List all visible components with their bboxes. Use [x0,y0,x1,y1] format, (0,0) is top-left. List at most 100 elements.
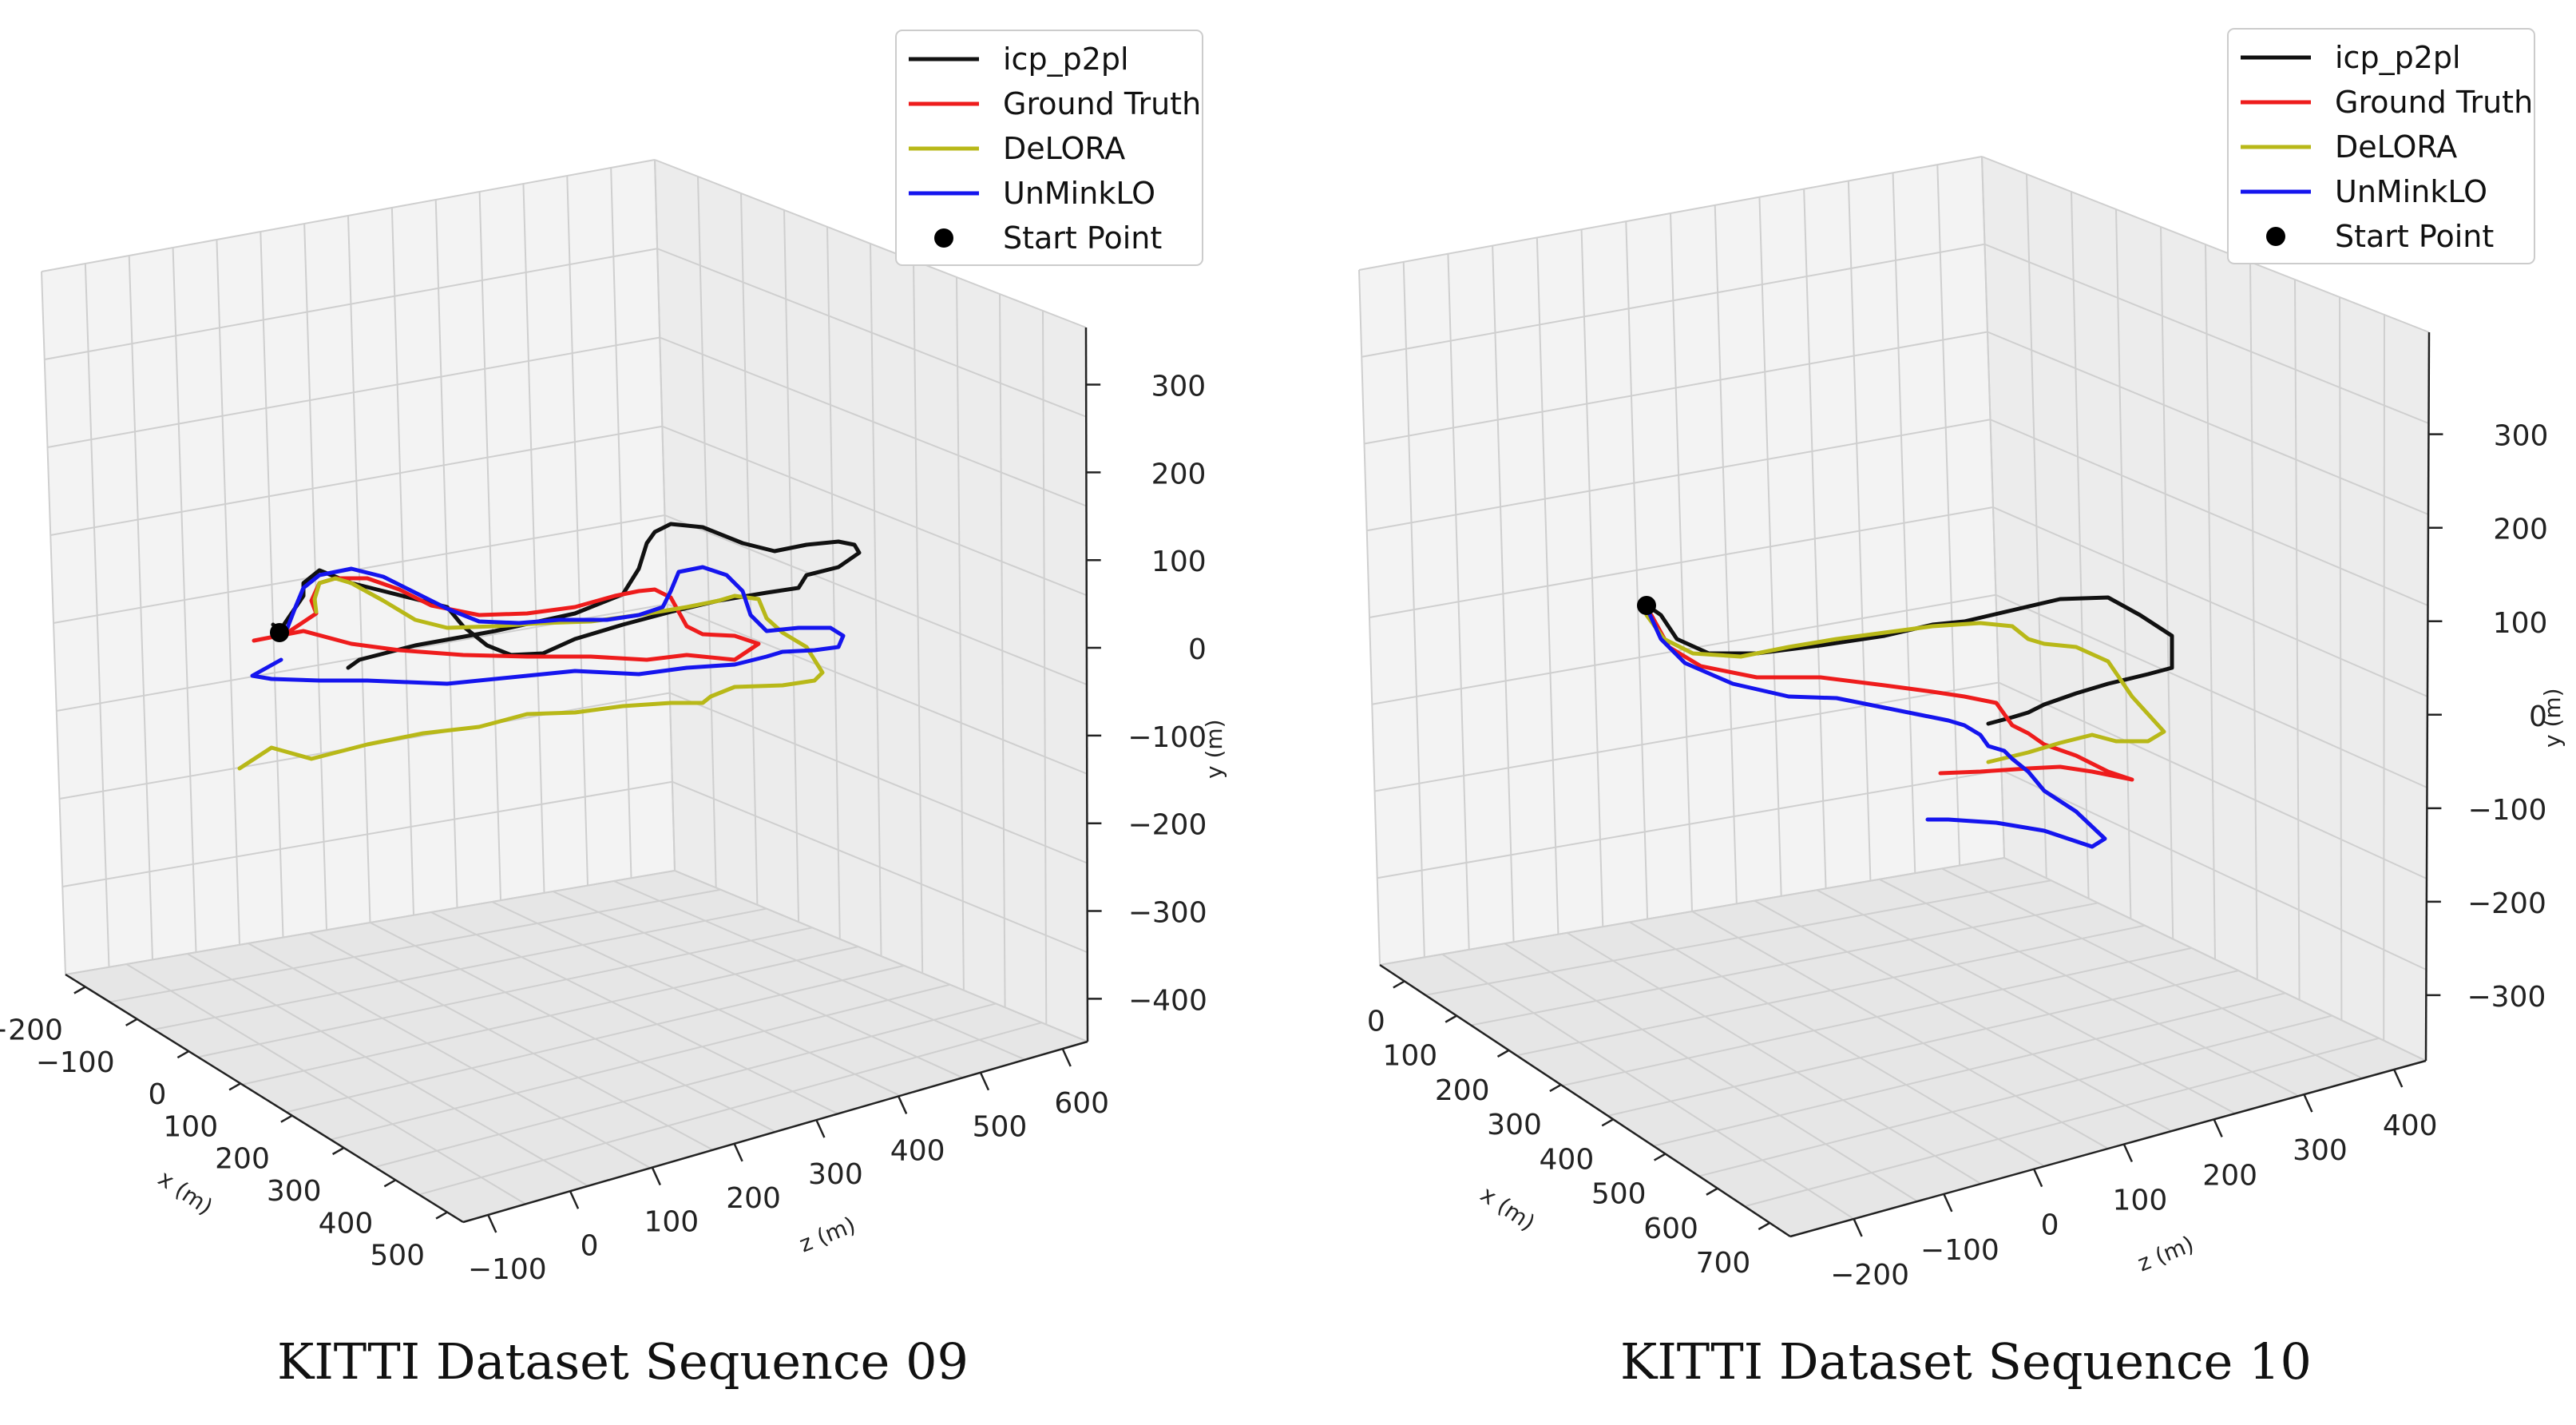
x-tick [176,1050,190,1059]
legend-marker [2266,227,2285,246]
gridline [430,911,838,1115]
gridline [1607,970,2239,1117]
gridline [308,932,714,1151]
z-tick [2032,1169,2043,1188]
legend: icp_p2pl Ground Truth DeLORA UnMinkLO Start … [895,30,1203,266]
y-tick-label: 300 [1151,371,1206,403]
axes [65,327,1089,1224]
x-tick [331,1146,345,1156]
y-tick-label: 300 [2494,420,2549,453]
legend-label: icp_p2pl [1003,42,1129,77]
y-tick-label: −300 [2467,981,2546,1014]
z-tick-label: 300 [2293,1134,2348,1167]
gridlines [41,159,1088,1223]
panel-caption: KITTI Dataset Sequence 10 [1620,1332,2312,1391]
gridline [375,1002,997,1169]
z-tick-label: 200 [726,1182,781,1215]
x-tick-label: 300 [1487,1109,1542,1141]
z-tick-label: 500 [973,1111,1028,1144]
gridline [1361,243,1985,358]
y-tick-label: −400 [1128,984,1207,1017]
z-tick-label: −100 [1920,1234,1999,1267]
legend-label: Start Point [1003,220,1162,256]
gridline [1567,931,1982,1185]
x-tick [1706,1187,1718,1196]
gridline [44,248,658,360]
gridline [552,891,964,1079]
back-pane [1982,157,2429,1061]
x-tick-label: 200 [215,1143,270,1176]
z-tick [1853,1218,1863,1237]
y-tick-label: 100 [2493,607,2548,640]
gridline [667,603,1088,775]
z-tick [898,1095,908,1114]
legend-label: DeLORA [2335,129,2457,165]
x-tick-label: 0 [148,1078,166,1111]
x-tick [383,1179,396,1188]
z-tick [2122,1143,2134,1163]
z-tick-label: 300 [808,1158,863,1191]
x-tick [435,1211,448,1220]
gridline [248,943,652,1169]
legend: icp_p2pl Ground Truth DeLORA UnMinkLO Start … [2227,28,2535,264]
z-tick-label: 100 [644,1206,699,1239]
y-tick-label: −300 [1128,897,1207,930]
legend-box [2227,28,2535,264]
z-tick [1061,1048,1072,1067]
z-tick-label: 600 [1054,1087,1109,1120]
y-tick-label: 0 [1188,633,1207,666]
gridline [50,425,663,536]
gridline [1995,593,2427,788]
legend-label: icp_p2pl [2335,40,2461,75]
gridline [1992,506,2428,697]
gridline [1984,243,2429,424]
z-tick [733,1143,743,1162]
legend-label: Ground Truth [2335,85,2533,120]
floor-pane [65,871,1088,1222]
trajectory-ground-truth [252,576,761,662]
legend-label: DeLORA [1003,131,1125,166]
y-tick-label: 0 [2529,701,2547,733]
x-tick [73,986,86,994]
start-point-marker [270,623,289,642]
gridline [669,692,1088,864]
z-tick [815,1119,826,1138]
gridline [418,1022,1042,1196]
x-tick-label: 200 [1435,1074,1490,1107]
gridline [1998,681,2427,879]
x-tick-label: −200 [0,1014,63,1047]
gridline [187,953,589,1187]
gridline [662,425,1088,597]
gridline [1879,878,2300,1097]
gridline [1562,947,2192,1087]
left-pane [42,160,675,974]
gridline [65,870,676,975]
gridlines [1358,156,2430,1237]
z-tick-label: 400 [2383,1109,2438,1142]
gridline [664,514,1088,685]
x-tick-label: 500 [1591,1178,1647,1211]
gridline [1377,769,2002,879]
gridline [1441,953,1855,1220]
gridline [330,983,950,1141]
trajectory-delora [237,576,825,771]
gridline [1987,331,2429,515]
y-tick-label: −100 [2467,794,2546,827]
gridline [1990,419,2428,606]
x-tick [1601,1118,1614,1127]
gridline [656,248,1087,418]
start-point-marker [1637,596,1656,615]
z-tick-label: 400 [890,1134,945,1167]
gridline [1471,902,2098,1026]
gridline [1941,867,2363,1079]
gridline [125,963,526,1205]
gridline [47,336,660,448]
x-tick-label: 100 [1382,1040,1437,1073]
trajectory-unminklo [1643,601,2107,849]
x-tick [228,1082,241,1091]
trajectory-delora [1644,613,2166,764]
gridline [370,922,776,1133]
y-tick-label: −200 [1127,809,1207,842]
